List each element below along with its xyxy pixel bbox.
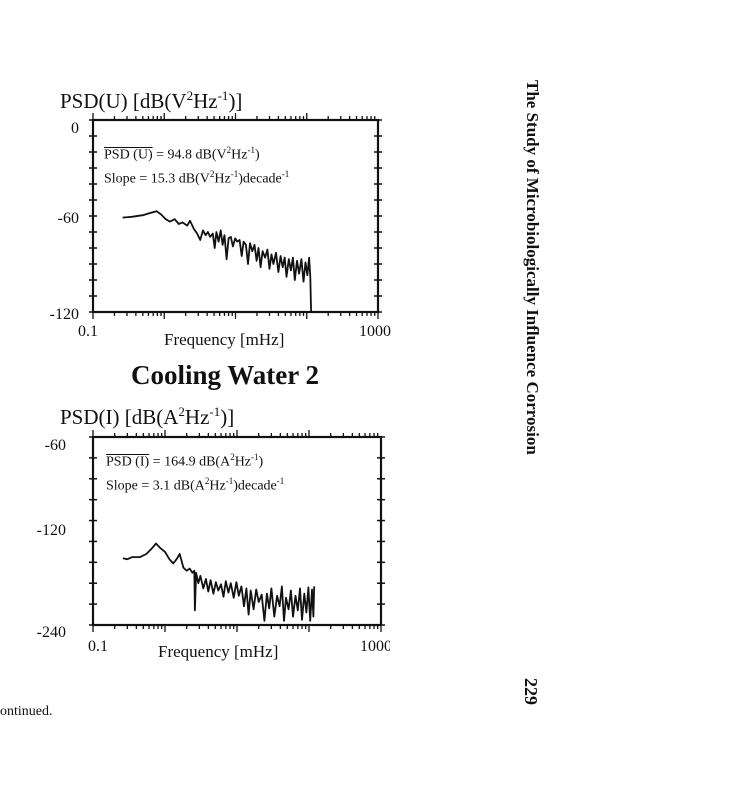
unit: )decade: [233, 478, 277, 494]
sup: 2: [209, 168, 215, 179]
psd-mean-line: PSD (I) = 164.9 dB(A2Hz-1): [106, 448, 284, 472]
sup: 2: [226, 145, 232, 155]
chart1-ytick-label: -120: [49, 306, 79, 323]
unit: Hz: [234, 454, 252, 470]
slope-line: Slope = 3.1 dB(A2Hz-1)decade-1: [106, 472, 284, 496]
title-sup: 2: [186, 88, 194, 103]
title-text: Hz: [184, 405, 210, 429]
title-text: Hz: [193, 89, 218, 113]
title-text: )]: [228, 89, 243, 113]
slope-label: Slope = 15.3 dB(V: [104, 171, 210, 187]
series-line-psdu: [122, 210, 312, 313]
sup: 2: [230, 452, 235, 462]
psd-mean-line: PSD (U) = 94.8 dB(V2Hz-1): [104, 141, 289, 165]
chart2-xtick-label: 1000: [360, 638, 390, 655]
sup: 2: [204, 475, 210, 486]
chart1-xtick-label: 0.1: [78, 323, 98, 340]
chart1-xtick-label: 1000: [359, 323, 391, 340]
running-header: The Study of Microbiologically Influence…: [523, 80, 542, 455]
chart1-ytick-label: -60: [57, 210, 79, 227]
chart2-xtick-label: 0.1: [88, 638, 108, 655]
chart1-ytick-label: 0: [71, 120, 79, 137]
unit: Hz: [214, 171, 231, 187]
section-title: Cooling Water 2: [131, 360, 320, 390]
title-sup: -1: [209, 404, 221, 419]
sup: -1: [276, 475, 285, 486]
chart1-annotation: PSD (U) = 94.8 dB(V2Hz-1) Slope = 15.3 d…: [104, 141, 289, 188]
title-text: )]: [220, 405, 235, 429]
chart2-ytick-label: -120: [36, 522, 66, 539]
psd-label: PSD (U): [104, 147, 153, 163]
title-text: PSD(U) [dB(V: [60, 89, 187, 113]
sup: -1: [225, 475, 234, 486]
unit: Hz: [209, 478, 226, 494]
unit: )decade: [238, 171, 282, 187]
chart1-xaxis-label: Frequency [mHz]: [164, 330, 285, 349]
psd-value: = 164.9 dB(A: [149, 454, 231, 470]
chart2-ytick-label: -240: [36, 624, 66, 641]
title-sup: -1: [217, 88, 229, 103]
slope-line: Slope = 15.3 dB(V2Hz-1)decade-1: [104, 165, 289, 189]
chart2-ytick-label: -60: [44, 437, 66, 454]
chart2-title: PSD(I) [dB(A2Hz-1)]: [60, 404, 234, 430]
sup: -1: [230, 168, 239, 179]
chart1-title: PSD(U) [dB(V2Hz-1)]: [60, 88, 242, 114]
unit: ): [254, 147, 260, 163]
figure-caption: ontinued.: [0, 704, 53, 719]
unit: ): [258, 454, 264, 470]
chart2-frame: [91, 435, 383, 627]
page-number: 229: [521, 678, 541, 705]
sup: -1: [251, 452, 259, 462]
sup: -1: [247, 145, 255, 155]
unit: Hz: [231, 147, 248, 163]
title-text: PSD(I) [dB(A: [60, 405, 179, 429]
title-sup: 2: [178, 404, 185, 419]
slope-label: Slope = 3.1 dB(A: [106, 478, 205, 494]
series-line-psdi: [122, 542, 316, 622]
chart2-xaxis-label: Frequency [mHz]: [158, 642, 279, 661]
psd-value: = 94.8 dB(V: [152, 147, 227, 163]
sup: -1: [281, 168, 290, 179]
psd-label: PSD (I): [106, 454, 150, 470]
chart2-annotation: PSD (I) = 164.9 dB(A2Hz-1) Slope = 3.1 d…: [106, 448, 284, 495]
